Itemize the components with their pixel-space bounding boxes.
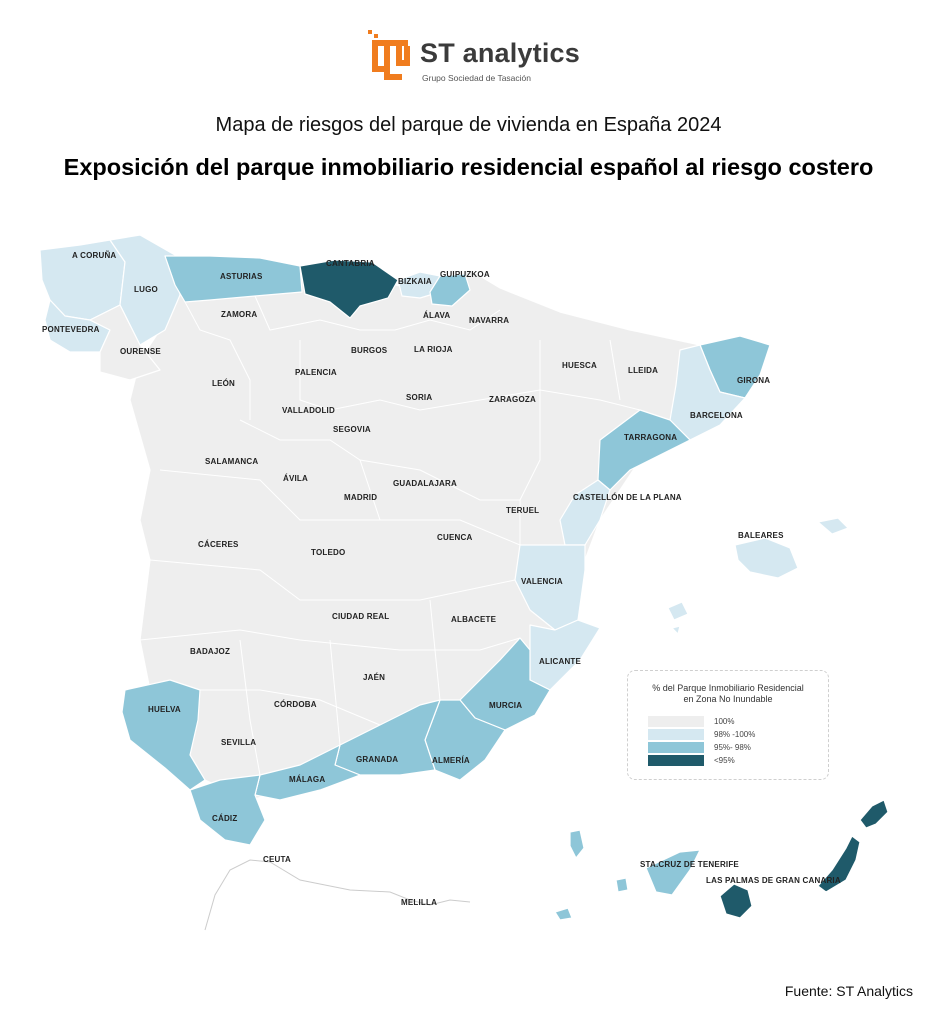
legend-swatch [648, 742, 704, 753]
region-murcia [459, 637, 551, 731]
label-badajoz: BADAJOZ [190, 647, 230, 656]
label-tarragona: TARRAGONA [624, 433, 677, 442]
label-alava: ÁLAVA [423, 311, 450, 320]
region-baleares-mallorca [734, 537, 799, 579]
label-salamanca: SALAMANCA [205, 457, 258, 466]
region-el-hierro [554, 907, 573, 921]
region-gran-canaria [719, 883, 753, 919]
label-zamora: ZAMORA [221, 310, 257, 319]
region-tenerife [645, 849, 701, 896]
label-malaga: MÁLAGA [289, 775, 325, 784]
region-tarragona [597, 409, 691, 491]
label-baleares: BALEARES [738, 531, 784, 540]
label-burgos: BURGOS [351, 346, 388, 355]
label-caceres: CÁCERES [198, 540, 239, 549]
label-asturias: ASTURIAS [220, 272, 263, 281]
legend-label: 98% -100% [714, 730, 756, 739]
label-ceuta: CEUTA [263, 855, 291, 864]
label-tenerife: STA.CRUZ DE TENERIFE [640, 860, 739, 869]
region-huelva [121, 679, 206, 791]
st-analytics-logo: ST analytics Grupo Sociedad de Tasación [368, 30, 580, 86]
brand-subtitle: Grupo Sociedad de Tasación [422, 73, 532, 83]
region-lugo [109, 234, 181, 346]
legend-swatch [648, 755, 704, 766]
label-toledo: TOLEDO [311, 548, 345, 557]
label-lugo: LUGO [134, 285, 158, 294]
label-jaen: JAÉN [363, 673, 385, 682]
label-barcelona: BARCELONA [690, 411, 743, 420]
label-huesca: HUESCA [562, 361, 597, 370]
region-fuerteventura [817, 835, 861, 893]
label-sevilla: SEVILLA [221, 738, 256, 747]
region-gipuzkoa [429, 273, 471, 307]
legend-label: 100% [714, 717, 735, 726]
label-castellon: CASTELLÓN DE LA PLANA [573, 493, 682, 502]
page-subtitle: Exposición del parque inmobiliario resid… [63, 154, 874, 180]
legend-swatch [648, 729, 704, 740]
label-murcia: MURCIA [489, 701, 522, 710]
label-soria: SORIA [406, 393, 432, 402]
label-valencia: VALENCIA [521, 577, 563, 586]
region-ourense [89, 304, 161, 381]
label-pontevedra: PONTEVEDRA [42, 325, 100, 334]
province-borders [139, 295, 641, 776]
label-lleida: LLEIDA [628, 366, 658, 375]
label-madrid: MADRID [344, 493, 377, 502]
region-alicante [529, 619, 601, 691]
region-asturias [164, 255, 303, 303]
region-la-palma [569, 829, 585, 859]
label-la-rioja: LA RIOJA [414, 345, 453, 354]
label-huelva: HUELVA [148, 705, 181, 714]
label-cordoba: CÓRDOBA [274, 700, 317, 709]
label-cantabria: CANTABRIA [326, 259, 375, 268]
legend-label: <95% [714, 756, 735, 765]
label-segovia: SEGOVIA [333, 425, 371, 434]
label-gipuzkoa: GUIPUZKOA [440, 270, 490, 279]
label-ourense: OURENSE [120, 347, 161, 356]
label-melilla: MELILLA [401, 898, 437, 907]
label-guadalajara: GUADALAJARA [393, 479, 457, 488]
source-note: Fuente: ST Analytics [784, 983, 913, 999]
region-barcelona [669, 344, 746, 441]
label-almeria: ALMERÍA [432, 756, 470, 765]
label-a-coruna: A CORUÑA [72, 251, 116, 260]
region-cadiz [189, 774, 266, 846]
label-alicante: ALICANTE [539, 657, 582, 666]
label-leon: LEÓN [212, 379, 235, 388]
legend-title-line2: en Zona No Inundable [683, 694, 773, 704]
region-la-gomera [615, 877, 629, 893]
region-malaga [254, 744, 361, 801]
map-legend: % del Parque Inmobiliario Residencial en… [627, 670, 829, 780]
label-teruel: TERUEL [506, 506, 539, 515]
legend-title: % del Parque Inmobiliario Residencial en… [628, 683, 828, 705]
region-cantabria [299, 259, 399, 319]
legend-title-line1: % del Parque Inmobiliario Residencial [652, 683, 804, 693]
province-labels: A CORUÑA LUGO PONTEVEDRA OURENSE ASTURIA… [42, 251, 841, 907]
label-valladolid: VALLADOLID [282, 406, 335, 415]
label-girona: GIRONA [737, 376, 770, 385]
label-palencia: PALENCIA [295, 368, 337, 377]
label-navarra: NAVARRA [469, 316, 509, 325]
label-ciudad-real: CIUDAD REAL [332, 612, 389, 621]
st-logo-icon [368, 30, 410, 80]
label-zaragoza: ZARAGOZA [489, 395, 536, 404]
region-lanzarote [859, 799, 889, 829]
legend-swatch [648, 716, 704, 727]
map-shapes [39, 234, 889, 921]
label-bizkaia: BIZKAIA [398, 277, 432, 286]
label-cuenca: CUENCA [437, 533, 472, 542]
label-avila: ÁVILA [283, 474, 308, 483]
legend-label: 95%- 98% [714, 743, 751, 752]
region-baleares-menorca [817, 517, 849, 535]
label-las-palmas: LAS PALMAS DE GRAN CANARIA [706, 876, 841, 885]
label-granada: GRANADA [356, 755, 398, 764]
region-baleares-formentera [671, 625, 681, 635]
page-title: Mapa de riesgos del parque de vivienda e… [215, 114, 722, 136]
africa-coastline [204, 859, 471, 931]
label-cadiz: CÁDIZ [212, 814, 237, 823]
label-albacete: ALBACETE [451, 615, 497, 624]
brand-name: ST analytics [420, 38, 580, 68]
region-baleares-ibiza [667, 601, 689, 621]
